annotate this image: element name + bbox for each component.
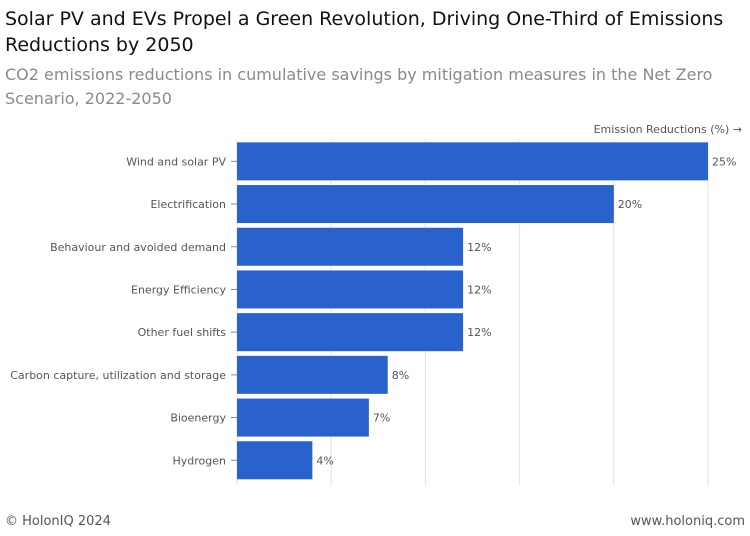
value-label: 4%	[316, 454, 333, 467]
category-label: Hydrogen	[173, 454, 227, 467]
category-label: Other fuel shifts	[138, 326, 227, 339]
category-label: Carbon capture, utilization and storage	[10, 369, 226, 382]
bar-chart: Emission Reductions (%) → Wind and solar…	[10, 123, 742, 486]
bar[interactable]	[237, 313, 464, 352]
category-label: Behaviour and avoided demand	[50, 241, 226, 254]
x-axis-label: Emission Reductions (%) →	[594, 123, 742, 136]
value-label: 12%	[467, 241, 491, 254]
category-label: Energy Efficiency	[131, 283, 226, 296]
category-label: Electrification	[150, 198, 226, 211]
bar[interactable]	[237, 398, 369, 437]
bar[interactable]	[237, 185, 614, 224]
bar[interactable]	[237, 270, 464, 309]
chart-subtitle: CO2 emissions reductions in cumulative s…	[5, 65, 713, 108]
value-label: 7%	[373, 412, 390, 425]
copyright-text: © HolonIQ 2024	[5, 514, 111, 529]
bar[interactable]	[237, 227, 464, 266]
value-label: 8%	[392, 369, 409, 382]
value-label: 20%	[618, 198, 642, 211]
website-link[interactable]: www.holoniq.com	[630, 514, 745, 529]
bar[interactable]	[237, 355, 388, 394]
value-label: 25%	[712, 155, 736, 168]
value-label: 12%	[467, 326, 491, 339]
bar[interactable]	[237, 441, 313, 480]
value-label: 12%	[467, 283, 491, 296]
category-label: Bioenergy	[170, 412, 226, 425]
chart-title: Solar PV and EVs Propel a Green Revoluti…	[5, 8, 724, 56]
category-label: Wind and solar PV	[126, 155, 226, 168]
bar[interactable]	[237, 142, 708, 181]
